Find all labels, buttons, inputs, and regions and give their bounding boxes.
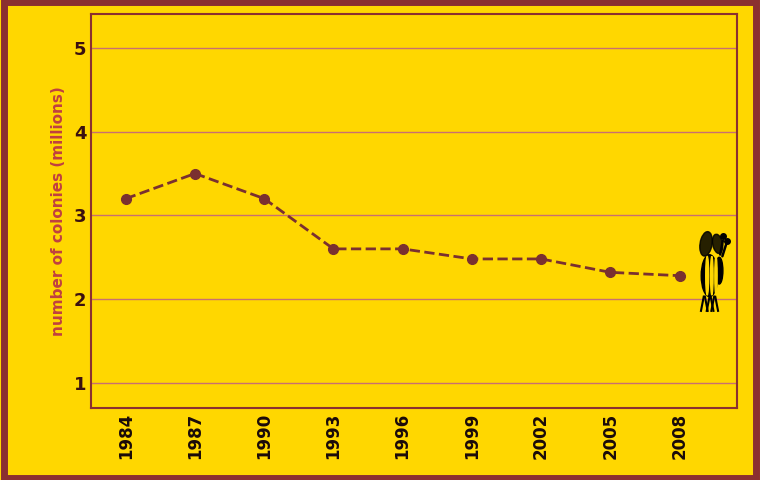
Ellipse shape: [700, 232, 712, 256]
Circle shape: [715, 257, 723, 284]
Ellipse shape: [701, 255, 717, 297]
Ellipse shape: [712, 234, 723, 253]
Ellipse shape: [715, 256, 717, 295]
Y-axis label: number of colonies (millions): number of colonies (millions): [50, 86, 65, 336]
Ellipse shape: [711, 256, 713, 295]
Ellipse shape: [706, 256, 709, 295]
